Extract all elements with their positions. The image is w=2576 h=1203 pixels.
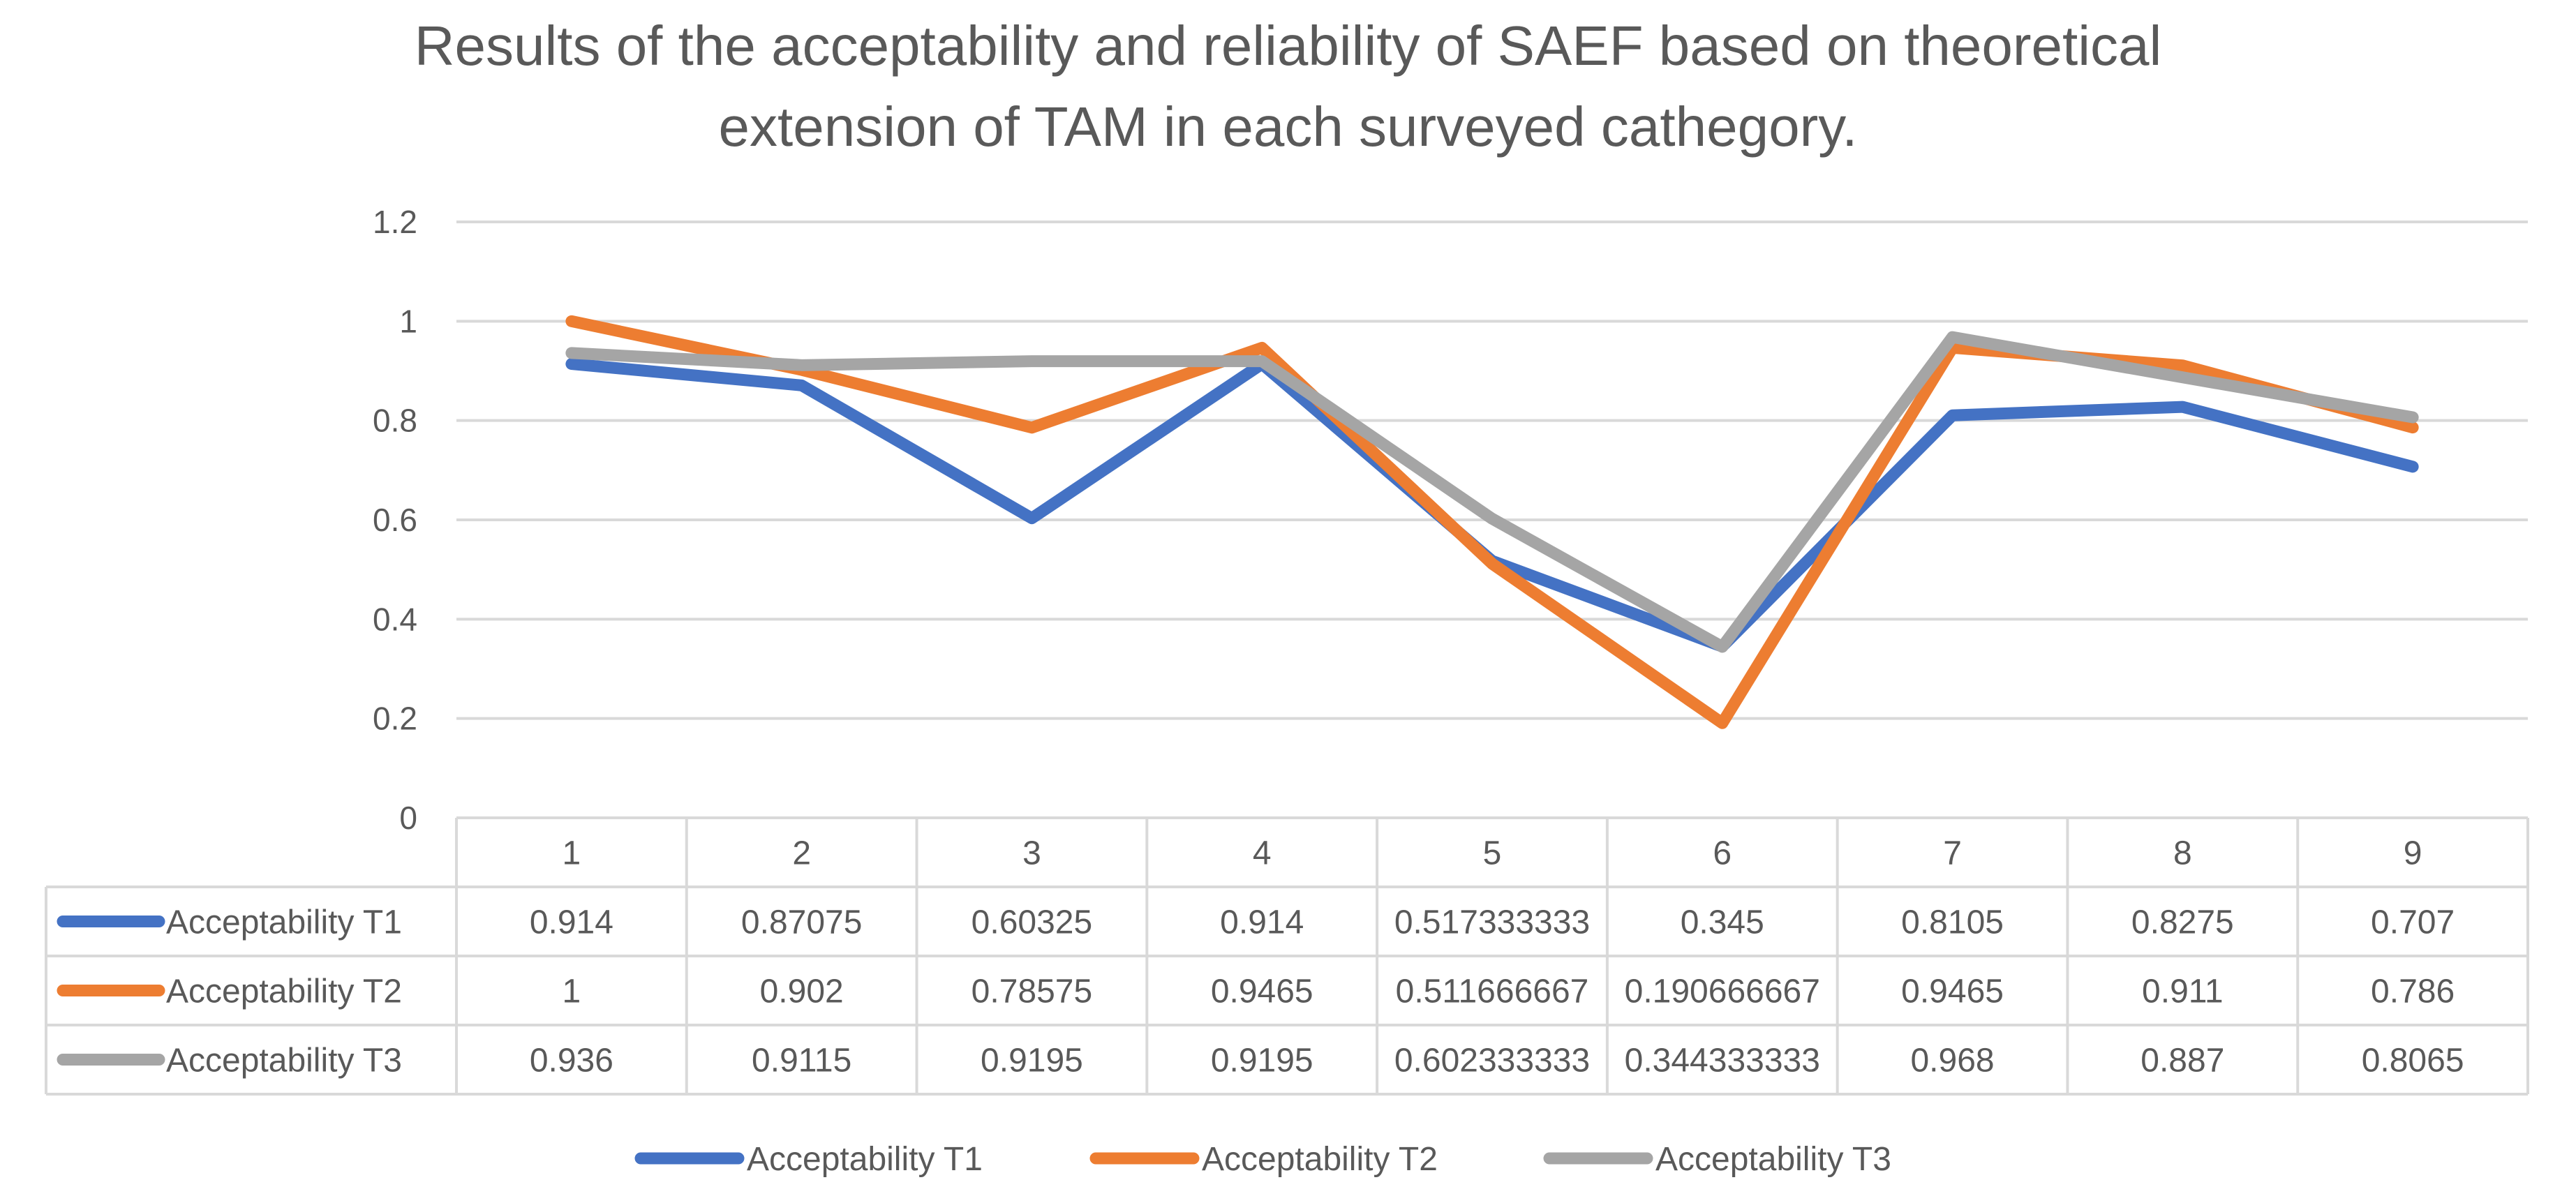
table-category-label: 6 (1713, 835, 1732, 872)
chart-title-line-1: Results of the acceptability and reliabi… (414, 15, 2162, 77)
table-value-cell: 0.344333333 (1625, 1043, 1820, 1079)
table-value-cell: 0.914 (1220, 904, 1304, 941)
y-axis-ticks: 0 0.2 0.4 0.6 0.8 1 1.2 (373, 204, 417, 836)
y-tick-label: 0.4 (373, 601, 417, 637)
y-tick-label: 1.2 (373, 204, 417, 240)
table-value-cell: 0.60325 (971, 904, 1093, 941)
table-value-cell: 0.902 (760, 973, 844, 1010)
table-value-cell: 0.517333333 (1394, 904, 1590, 941)
table-series-name: Acceptability T1 (166, 904, 402, 941)
table-value-cell: 0.8065 (2362, 1043, 2464, 1079)
table-value-cell: 0.87075 (741, 904, 863, 941)
legend: Acceptability T1 Acceptability T2 Acceptab… (634, 1141, 1891, 1178)
table-value-cell: 0.9465 (1901, 973, 2004, 1010)
table-value-cell: 0.968 (1910, 1043, 1994, 1079)
table-category-label: 2 (792, 835, 811, 872)
y-tick-label: 0.2 (373, 701, 417, 737)
table-value-cell: 0.911 (2142, 973, 2224, 1010)
table-value-cell: 0.345 (1681, 904, 1764, 941)
y-tick-label: 0.8 (373, 403, 417, 439)
legend-label: Acceptability T1 (747, 1141, 983, 1178)
table-value-cell: 0.9465 (1211, 973, 1313, 1010)
table-value-cell: 0.9195 (1211, 1043, 1313, 1079)
table-value-cell: 0.887 (2141, 1043, 2224, 1079)
data-table: 1 2 3 4 5 6 7 8 9 Acceptability T1 0.914 0.87075 0.6… (45, 816, 2529, 1096)
table-series-name: Acceptability T2 (166, 973, 402, 1010)
table-value-cell: 0.9115 (752, 1043, 851, 1079)
y-tick-label: 1 (399, 303, 417, 339)
table-value-cell: 0.9195 (981, 1043, 1083, 1079)
chart-title: Results of the acceptability and reliabi… (0, 6, 2576, 167)
y-tick-label: 0.6 (373, 502, 417, 538)
table-value-cell: 0.78575 (971, 973, 1093, 1010)
series-lines (565, 315, 2419, 729)
gridlines (456, 221, 2528, 720)
series-line-t3 (565, 331, 2419, 653)
legend-label: Acceptability T2 (1202, 1141, 1438, 1178)
table-value-cell: 0.707 (2371, 904, 2455, 941)
table-value-cell: 1 (563, 973, 581, 1010)
table-category-label: 5 (1483, 835, 1502, 872)
table-category-label: 8 (2173, 835, 2192, 872)
table-value-cell: 0.914 (530, 904, 613, 941)
table-series-name: Acceptability T3 (166, 1043, 402, 1079)
table-category-label: 7 (1943, 835, 1962, 872)
table-value-cell: 0.190666667 (1625, 973, 1820, 1010)
table-category-label: 4 (1253, 835, 1272, 872)
series-line-t1 (565, 358, 2419, 652)
table-value-cell: 0.786 (2371, 973, 2455, 1010)
y-tick-label: 0 (399, 800, 417, 836)
legend-label: Acceptability T3 (1655, 1141, 1891, 1178)
chart-title-line-2: extension of TAM in each surveyed catheg… (718, 96, 1858, 158)
table-value-cell: 0.8105 (1901, 904, 2004, 941)
table-category-label: 1 (563, 835, 581, 872)
table-value-cell: 0.511666667 (1396, 973, 1589, 1010)
table-value-cell: 0.936 (530, 1043, 613, 1079)
table-value-cell: 0.602333333 (1394, 1043, 1590, 1079)
table-category-label: 3 (1022, 835, 1041, 872)
table-category-label: 9 (2404, 835, 2422, 872)
table-value-cell: 0.8275 (2131, 904, 2234, 941)
